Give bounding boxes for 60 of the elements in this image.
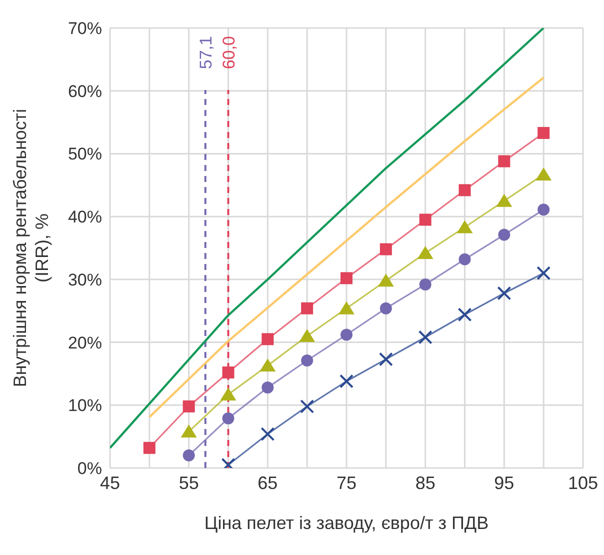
point — [536, 167, 552, 180]
x-tick-label: 85 — [415, 472, 436, 493]
point — [222, 366, 234, 378]
x-tick-label: 105 — [568, 472, 598, 493]
point — [180, 424, 197, 438]
point — [260, 358, 276, 372]
point — [419, 278, 432, 290]
point — [262, 333, 274, 346]
x-tick-label: 65 — [258, 472, 278, 493]
point — [498, 228, 510, 241]
y-tick-label: 20% — [68, 333, 102, 352]
y-tick-label: 10% — [68, 396, 102, 416]
x-axis-title: Ціна пелет із заводу, євро/т з ПДВ — [204, 513, 489, 533]
point — [378, 352, 393, 366]
point — [419, 214, 432, 226]
point — [496, 194, 512, 207]
y-axis-title: Внутрішня норма рентабельності (IRR), % — [10, 108, 52, 388]
point — [418, 330, 432, 344]
point — [301, 354, 314, 367]
point — [458, 253, 471, 266]
point — [380, 302, 392, 314]
point — [338, 301, 354, 314]
point — [301, 302, 314, 314]
point — [538, 204, 550, 216]
y-tick-label: 0% — [77, 459, 102, 478]
point — [222, 412, 234, 424]
y-tick-label: 50% — [68, 144, 102, 164]
point — [498, 155, 510, 168]
point — [299, 329, 316, 342]
point — [260, 427, 275, 442]
point — [340, 374, 354, 388]
point — [458, 308, 472, 322]
point — [340, 272, 352, 284]
point — [380, 243, 392, 256]
y-tick-label: 70% — [68, 19, 102, 38]
y-tick-label: 40% — [68, 208, 102, 227]
point — [220, 387, 236, 400]
point — [340, 328, 352, 341]
point — [300, 399, 314, 414]
x-tick-label: 75 — [336, 472, 357, 493]
y-tick-label: 30% — [68, 270, 102, 290]
point — [417, 246, 434, 260]
point — [458, 184, 471, 196]
x-tick-label: 45 — [100, 472, 120, 493]
line-series — [110, 28, 545, 449]
ref-line-label: 60,0 — [219, 36, 238, 70]
point — [456, 220, 473, 234]
point — [262, 382, 274, 394]
y-tick-label: 60% — [68, 82, 102, 101]
x-tick-label: 95 — [494, 472, 514, 493]
ref-line-label: 57,1 — [196, 36, 216, 70]
point — [378, 274, 394, 287]
point — [536, 266, 551, 280]
x-tick-label: 55 — [178, 472, 199, 493]
line-series — [148, 76, 545, 418]
point — [182, 449, 195, 462]
point — [182, 400, 195, 412]
point — [538, 126, 550, 139]
point — [497, 286, 512, 300]
point — [143, 442, 156, 454]
